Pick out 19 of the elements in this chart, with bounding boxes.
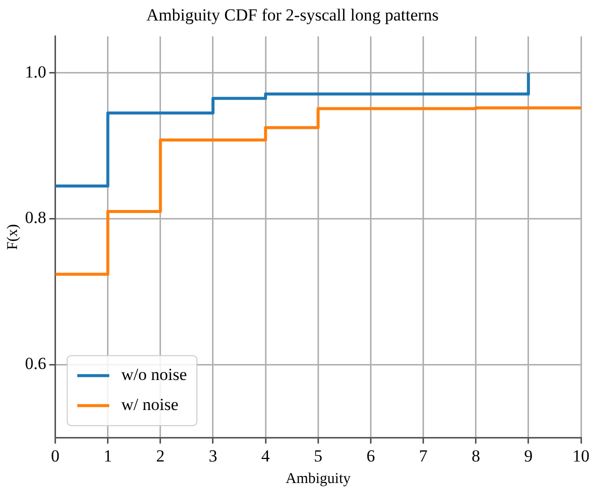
x-tick-label: 7 [419, 446, 428, 466]
x-tick-label: 3 [208, 446, 218, 466]
y-tick-label: 0.6 [25, 354, 46, 374]
x-tick-label: 10 [572, 446, 590, 466]
legend-label: w/ noise [121, 395, 178, 414]
chart-title: Ambiguity CDF for 2-syscall long patterns [146, 6, 439, 25]
legend-label: w/o noise [121, 365, 187, 384]
x-axis-title: Ambiguity [286, 470, 352, 487]
y-axis-title: F(x) [4, 224, 21, 250]
x-tick-label: 6 [366, 446, 375, 466]
y-tick-label: 0.8 [25, 208, 46, 228]
x-tick-label: 8 [472, 446, 480, 466]
x-tick-label: 5 [314, 446, 322, 466]
x-tick-label: 0 [51, 446, 60, 466]
y-tick-label: 1.0 [25, 62, 46, 82]
x-tick-label: 1 [104, 446, 112, 466]
x-tick-label: 4 [261, 446, 270, 466]
x-tick-label: 2 [156, 446, 165, 466]
x-tick-label: 9 [524, 446, 533, 466]
